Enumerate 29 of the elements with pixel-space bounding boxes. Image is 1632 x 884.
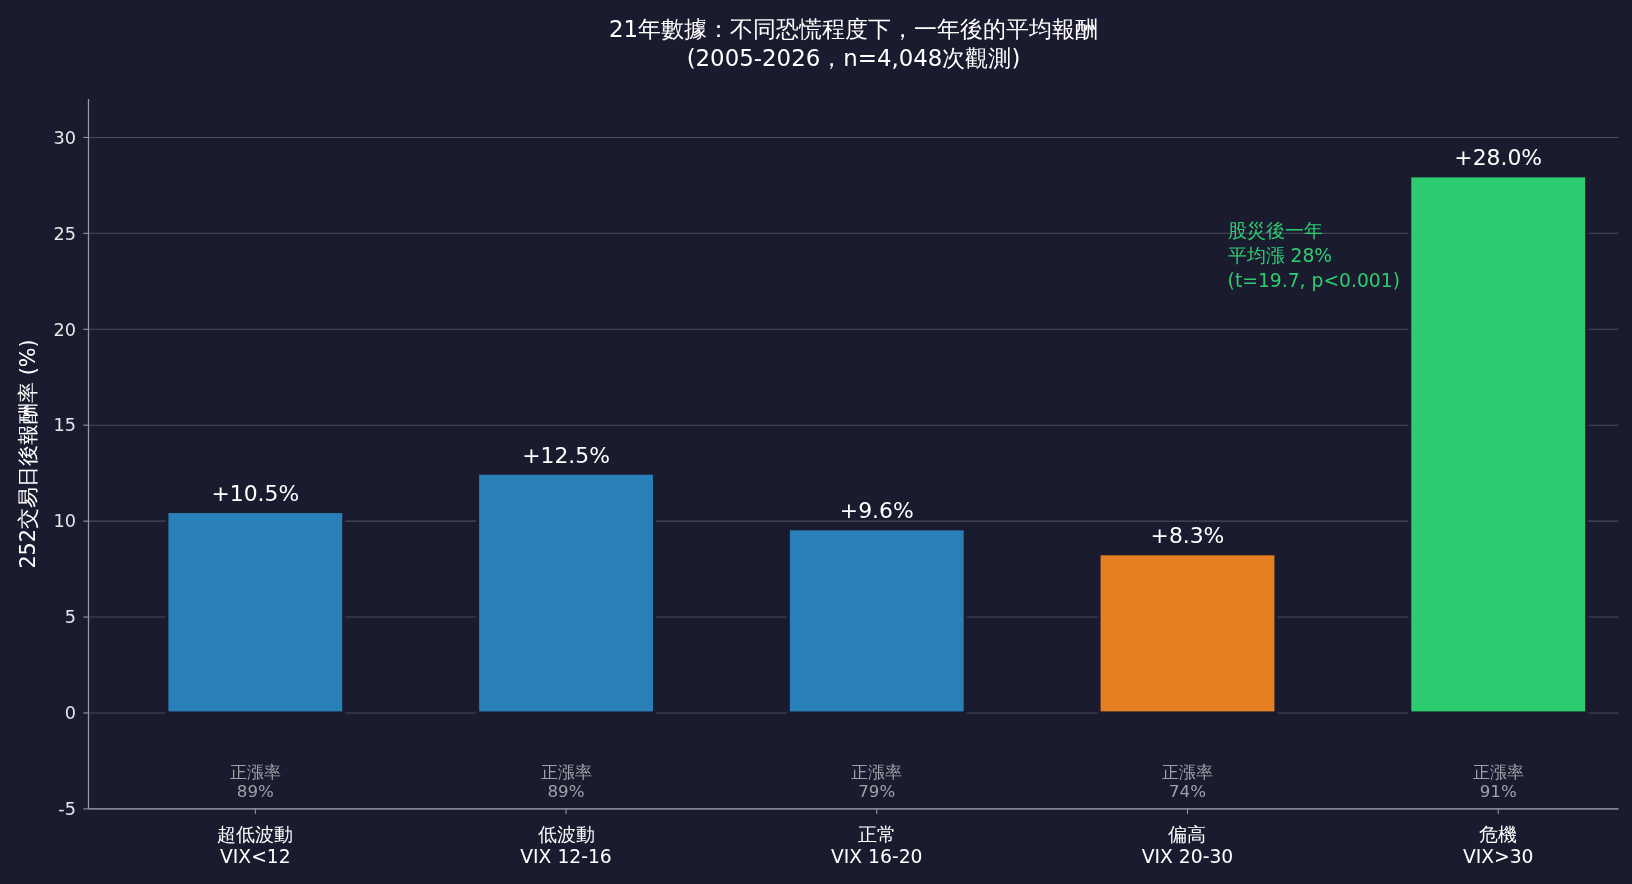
annotation: 正漲率 89% bbox=[540, 762, 592, 802]
annotation: 股災後一年 bbox=[1227, 220, 1323, 242]
chart-subtitle: (2005-2026，n=4,048次觀測) bbox=[686, 44, 1021, 71]
annotation: (t=19.7, p<0.001) bbox=[1227, 270, 1400, 292]
annotation: 正漲率 74% bbox=[1161, 762, 1213, 802]
y-axis-title: 252交易日後報酬率 (%) bbox=[16, 339, 41, 569]
x-tick-label: 超低波動 VIX<12 bbox=[217, 824, 294, 868]
data-label: +9.6% bbox=[839, 498, 914, 524]
annotation: 正漲率 91% bbox=[1472, 762, 1524, 802]
annotation: 正漲率 79% bbox=[851, 762, 903, 802]
y-tick-label: 5 bbox=[64, 607, 76, 628]
x-tick-label: 低波動 VIX 12-16 bbox=[520, 824, 612, 868]
y-tick-label: 25 bbox=[53, 223, 76, 244]
y-tick-label: 30 bbox=[53, 127, 76, 148]
y-tick-label: 15 bbox=[53, 415, 76, 436]
y-tick-label: 10 bbox=[53, 511, 76, 532]
x-tick-label: 正常 VIX 16-20 bbox=[831, 824, 923, 868]
y-tick-label: 20 bbox=[53, 319, 76, 340]
data-label: +12.5% bbox=[522, 442, 610, 468]
y-tick-label: -5 bbox=[58, 799, 76, 820]
x-tick-label: 偏高 VIX 20-30 bbox=[1141, 824, 1234, 868]
annotation: 正漲率 89% bbox=[229, 762, 281, 802]
annotation: 平均漲 28% bbox=[1227, 245, 1333, 267]
data-label: +8.3% bbox=[1150, 523, 1225, 549]
chart-title: 21年數據：不同恐慌程度下，一年後的平均報酬 bbox=[608, 15, 1099, 42]
data-label: +10.5% bbox=[211, 481, 300, 507]
x-tick-label: 危機 VIX>30 bbox=[1462, 824, 1534, 868]
y-tick-label: 0 bbox=[64, 703, 76, 724]
data-label: +28.0% bbox=[1454, 145, 1543, 171]
